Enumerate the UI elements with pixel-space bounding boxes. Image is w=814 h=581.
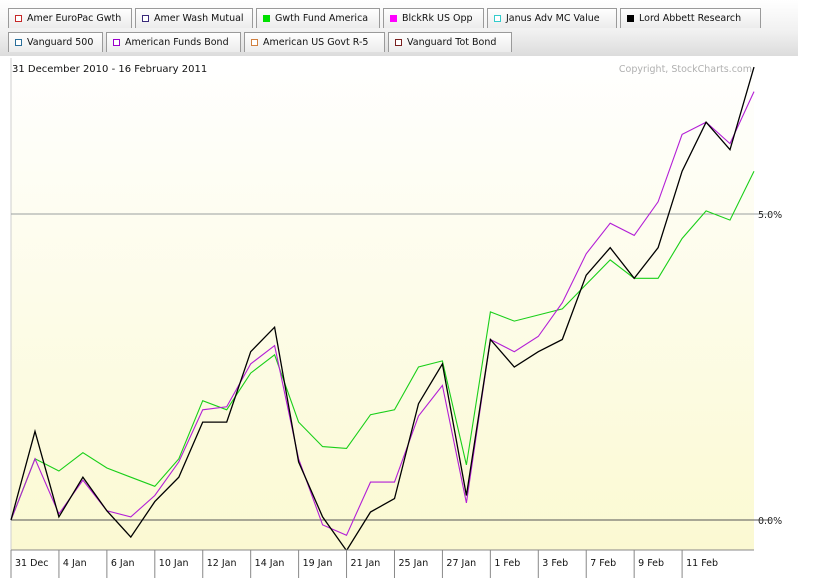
legend-swatch-icon [15, 15, 22, 22]
legend-tab[interactable]: Vanguard 500 [8, 32, 103, 52]
legend-tab[interactable]: Lord Abbett Research [620, 8, 761, 28]
date-range: 31 December 2010 - 16 February 2011 [12, 64, 207, 75]
legend-swatch-icon [15, 39, 22, 46]
x-tick-label: 25 Jan [398, 558, 428, 569]
legend-swatch-icon [395, 39, 402, 46]
legend-label: Vanguard 500 [27, 37, 94, 48]
series-line-lord-abbett-research [10, 66, 755, 552]
legend-label: BlckRk US Opp [402, 13, 473, 24]
legend-label: Janus Adv MC Value [506, 13, 600, 24]
series-line-gwth-fund-america [10, 170, 755, 521]
x-tick-label: 31 Dec [15, 558, 49, 569]
x-tick-label: 4 Jan [63, 558, 87, 569]
line-chart: 0.0% 5.0% 31 Dec 4 Jan 6 Jan 10 Jan 12 Jan 14 … [10, 58, 782, 578]
legend-swatch-icon [263, 15, 270, 22]
legend-label: Amer EuroPac Gwth [27, 13, 122, 24]
series-line-blckrk-us-opp [10, 91, 755, 537]
legend-tab[interactable]: American US Govt R-5 [244, 32, 385, 52]
x-axis-strip [11, 550, 754, 578]
legend-tab[interactable]: Gwth Fund America [256, 8, 380, 28]
x-tick-label: 12 Jan [207, 558, 237, 569]
x-tick-label: 7 Feb [590, 558, 616, 569]
x-tick-label: 14 Jan [255, 558, 285, 569]
legend-label: Vanguard Tot Bond [407, 37, 497, 48]
x-tick-label: 6 Jan [111, 558, 135, 569]
legend-swatch-icon [142, 15, 149, 22]
x-tick-label: 1 Feb [494, 558, 520, 569]
legend-swatch-icon [494, 15, 501, 22]
legend-tab[interactable]: Vanguard Tot Bond [388, 32, 512, 52]
legend-swatch-icon [251, 39, 258, 46]
chart-frame: 0.0% 5.0% 31 Dec 4 Jan 6 Jan 10 Jan 12 Jan 14 … [6, 58, 796, 578]
legend-swatch-icon [113, 39, 120, 46]
legend-label: Lord Abbett Research [639, 13, 742, 24]
legend-label: American US Govt R-5 [263, 37, 369, 48]
x-tick-label: 19 Jan [303, 558, 333, 569]
legend-tabbar: Amer EuroPac Gwth Amer Wash Mutual Gwth Fu… [0, 0, 798, 56]
legend-tab[interactable]: Amer EuroPac Gwth [8, 8, 132, 28]
legend-tab[interactable]: Amer Wash Mutual [135, 8, 253, 28]
y-tick-label: 5.0% [758, 210, 782, 221]
copyright-text: Copyright, StockCharts.com [619, 64, 752, 75]
legend-label: American Funds Bond [125, 37, 229, 48]
legend-tab[interactable]: Janus Adv MC Value [487, 8, 617, 28]
plot-background [11, 58, 754, 550]
legend-swatch-icon [627, 15, 634, 22]
y-tick-label: 0.0% [758, 516, 782, 527]
x-tick-label: 11 Feb [686, 558, 718, 569]
x-tick-label: 27 Jan [446, 558, 476, 569]
legend-tab[interactable]: American Funds Bond [106, 32, 241, 52]
legend-label: Gwth Fund America [275, 13, 369, 24]
legend-tab[interactable]: BlckRk US Opp [383, 8, 484, 28]
x-tick-label: 21 Jan [351, 558, 381, 569]
x-tick-label: 9 Feb [638, 558, 664, 569]
x-tick-label: 10 Jan [159, 558, 189, 569]
legend-label: Amer Wash Mutual [154, 13, 244, 24]
x-tick-label: 3 Feb [542, 558, 568, 569]
legend-swatch-icon [390, 15, 397, 22]
